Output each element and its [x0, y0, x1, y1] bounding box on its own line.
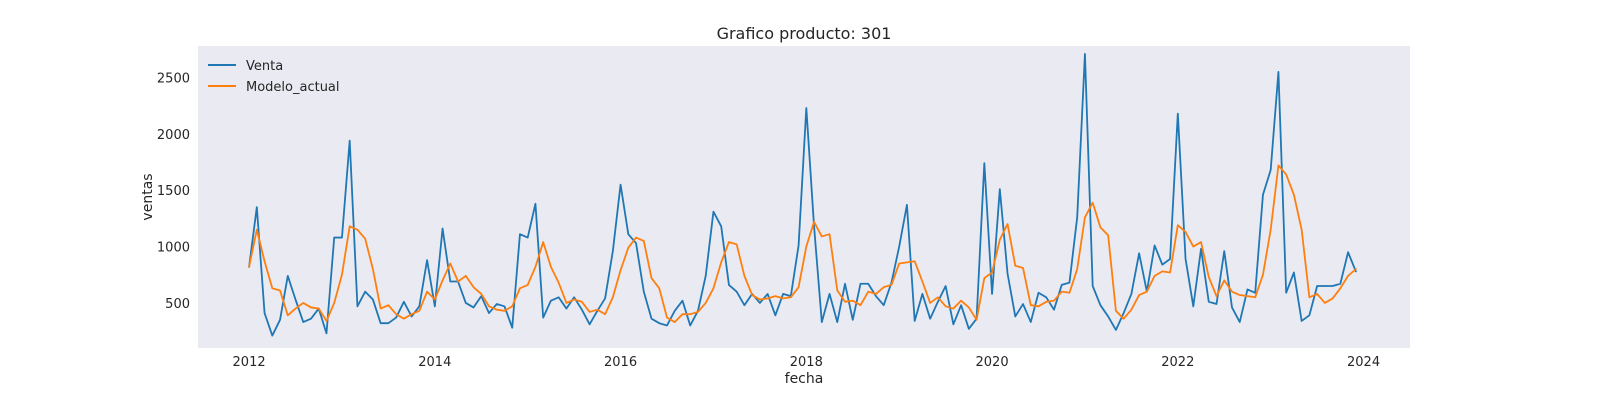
y-tick-label: 2500 [157, 72, 190, 87]
y-tick-label: 500 [165, 297, 190, 312]
y-axis-label: ventas [140, 173, 156, 220]
x-ticks: 2012 2014 2016 2018 2020 2022 2024 [233, 355, 1381, 370]
series-layer [248, 52, 1357, 337]
y-tick-label: 1500 [157, 184, 190, 199]
y-tick-label: 1000 [157, 241, 190, 256]
x-tick-label: 2024 [1347, 355, 1380, 370]
legend: Venta Modelo_actual [208, 59, 340, 95]
x-axis-label: fecha [785, 371, 824, 387]
x-tick-label: 2016 [604, 355, 637, 370]
chart-title: Grafico producto: 301 [717, 24, 892, 43]
x-tick-label: 2022 [1161, 355, 1194, 370]
x-tick-label: 2012 [233, 355, 266, 370]
y-ticks: 500 1000 1500 2000 2500 [157, 72, 190, 312]
series-line-modelo-actual [248, 164, 1357, 323]
legend-label: Modelo_actual [246, 80, 340, 95]
legend-label: Venta [246, 59, 283, 74]
x-tick-label: 2020 [976, 355, 1009, 370]
x-tick-label: 2018 [790, 355, 823, 370]
y-tick-label: 2000 [157, 128, 190, 143]
x-tick-label: 2014 [418, 355, 451, 370]
